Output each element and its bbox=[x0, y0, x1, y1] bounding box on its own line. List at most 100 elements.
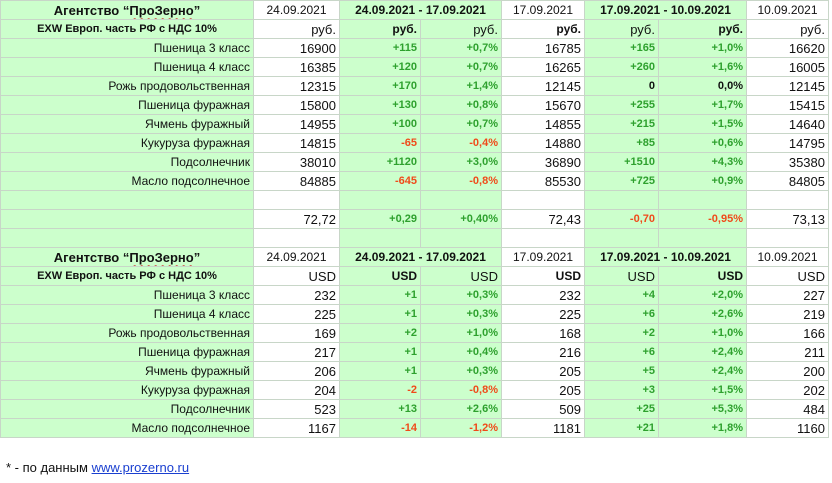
usd_table-unit-row: EXW Европ. часть РФ с НДС 10% USD USD USD US… bbox=[0, 266, 829, 286]
price-value: 205 bbox=[501, 361, 585, 381]
price-value: 205 bbox=[501, 380, 585, 400]
pct-change: +0,8% bbox=[420, 95, 502, 115]
price-value: 204 bbox=[253, 380, 340, 400]
agency-title: Агентство “ПроЗерно” bbox=[0, 247, 254, 267]
unit-cell: руб. bbox=[339, 19, 421, 39]
table-row: Рожь продовольственная 169 +2 +1,0% 168 +2 +1,… bbox=[0, 323, 829, 343]
pct-change: +0,7% bbox=[420, 38, 502, 58]
price-value: 14795 bbox=[746, 133, 829, 153]
abs-change: +215 bbox=[584, 114, 659, 134]
abs-change: +6 bbox=[584, 342, 659, 362]
pct-change: -0,95% bbox=[658, 209, 747, 229]
unit-cell: руб. bbox=[420, 19, 502, 39]
agency-suffix: ” bbox=[193, 2, 201, 18]
abs-change: +2 bbox=[584, 323, 659, 343]
abs-change: +1 bbox=[339, 361, 421, 381]
price-value: 232 bbox=[253, 285, 340, 305]
price-value: 484 bbox=[746, 399, 829, 419]
abs-change: +120 bbox=[339, 57, 421, 77]
pct-change: +3,0% bbox=[420, 152, 502, 172]
date-column-header: 24.09.2021 bbox=[253, 247, 340, 267]
pct-change: +1,0% bbox=[658, 323, 747, 343]
price-value: 169 bbox=[253, 323, 340, 343]
abs-change: +165 bbox=[584, 38, 659, 58]
spacer-cell bbox=[746, 190, 829, 210]
price-value: 168 bbox=[501, 323, 585, 343]
pct-change: +0,40% bbox=[420, 209, 502, 229]
unit-cell: USD bbox=[584, 266, 659, 286]
unit-cell: руб. bbox=[253, 19, 340, 39]
unit-cell: руб. bbox=[746, 19, 829, 39]
price-value: 202 bbox=[746, 380, 829, 400]
footnote: * - по данным www.prozerno.ru bbox=[6, 460, 189, 475]
row-header-label: EXW Европ. часть РФ с НДС 10% bbox=[0, 19, 254, 39]
price-value: 217 bbox=[253, 342, 340, 362]
price-value: 16005 bbox=[746, 57, 829, 77]
price-value: 35380 bbox=[746, 152, 829, 172]
table-row: Пшеница 4 класс 16385 +120 +0,7% 16265 +260 +1… bbox=[0, 57, 829, 77]
table-row: Кукуруза фуражная 204 -2 -0,8% 205 +3 +1,5% 202 bbox=[0, 380, 829, 400]
commodity-name: Ячмень фуражный bbox=[0, 114, 254, 134]
commodity-name: Масло подсолнечное bbox=[0, 171, 254, 191]
price-table: Агентство “ПроЗерно” 24.09.2021 24.09.2021… bbox=[0, 0, 829, 438]
pct-change: +1,4% bbox=[420, 76, 502, 96]
abs-change: -0,70 bbox=[584, 209, 659, 229]
price-value: 73,13 bbox=[746, 209, 829, 229]
price-value: 16265 bbox=[501, 57, 585, 77]
price-value: 36890 bbox=[501, 152, 585, 172]
pct-change: +1,6% bbox=[658, 57, 747, 77]
table-row: Масло подсолнечное 84885 -645 -0,8% 85530 +72… bbox=[0, 171, 829, 191]
commodity-name: Масло подсолнечное bbox=[0, 418, 254, 438]
unit-cell: USD bbox=[501, 266, 585, 286]
commodity-name: Рожь продовольственная bbox=[0, 323, 254, 343]
abs-change: +2 bbox=[339, 323, 421, 343]
abs-change: +13 bbox=[339, 399, 421, 419]
footnote-text: * - по данным bbox=[6, 460, 92, 475]
pct-change: -1,2% bbox=[420, 418, 502, 438]
unit-cell: руб. bbox=[584, 19, 659, 39]
period-column-header: 17.09.2021 - 10.09.2021 bbox=[584, 247, 747, 267]
table-row: Масло подсолнечное 1167 -14 -1,2% 1181 +21 +1,… bbox=[0, 418, 829, 438]
date-column-header: 24.09.2021 bbox=[253, 0, 340, 20]
price-value: 200 bbox=[746, 361, 829, 381]
price-value: 523 bbox=[253, 399, 340, 419]
pct-change: +0,7% bbox=[420, 114, 502, 134]
source-link[interactable]: www.prozerno.ru bbox=[91, 460, 190, 475]
pct-change: +2,4% bbox=[658, 361, 747, 381]
rub-header-row: Агентство “ПроЗерно” 24.09.2021 24.09.2021… bbox=[0, 0, 829, 20]
spacer-cell bbox=[584, 228, 659, 248]
commodity-name: Пшеница 4 класс bbox=[0, 57, 254, 77]
pct-change: +1,5% bbox=[658, 114, 747, 134]
pct-change: -0,8% bbox=[420, 380, 502, 400]
abs-change: -645 bbox=[339, 171, 421, 191]
abs-change: -65 bbox=[339, 133, 421, 153]
commodity-name: Пшеница фуражная bbox=[0, 342, 254, 362]
price-value: 15800 bbox=[253, 95, 340, 115]
price-value: 12145 bbox=[746, 76, 829, 96]
pct-change: -0,4% bbox=[420, 133, 502, 153]
abs-change: +1 bbox=[339, 342, 421, 362]
spacer-cell bbox=[253, 228, 340, 248]
row-header-label: EXW Европ. часть РФ с НДС 10% bbox=[0, 266, 254, 286]
pct-change: +0,6% bbox=[658, 133, 747, 153]
pct-change: -0,8% bbox=[420, 171, 502, 191]
date-column-header: 10.09.2021 bbox=[746, 0, 829, 20]
spacer-cell bbox=[501, 228, 585, 248]
price-value: 15415 bbox=[746, 95, 829, 115]
price-value: 16785 bbox=[501, 38, 585, 58]
pct-change: +0,3% bbox=[420, 361, 502, 381]
spacer-cell bbox=[339, 228, 421, 248]
unit-cell: руб. bbox=[501, 19, 585, 39]
price-value: 1167 bbox=[253, 418, 340, 438]
table-row: Пшеница 3 класс 16900 +115 +0,7% 16785 +165 +1… bbox=[0, 38, 829, 58]
abs-change: -2 bbox=[339, 380, 421, 400]
price-value: 85530 bbox=[501, 171, 585, 191]
price-value: 206 bbox=[253, 361, 340, 381]
unit-cell: USD bbox=[746, 266, 829, 286]
pct-change: +2,0% bbox=[658, 285, 747, 305]
price-value: 225 bbox=[253, 304, 340, 324]
spacer-cell bbox=[339, 190, 421, 210]
abs-change: +6 bbox=[584, 304, 659, 324]
pct-change: +0,3% bbox=[420, 304, 502, 324]
price-value: 14880 bbox=[501, 133, 585, 153]
